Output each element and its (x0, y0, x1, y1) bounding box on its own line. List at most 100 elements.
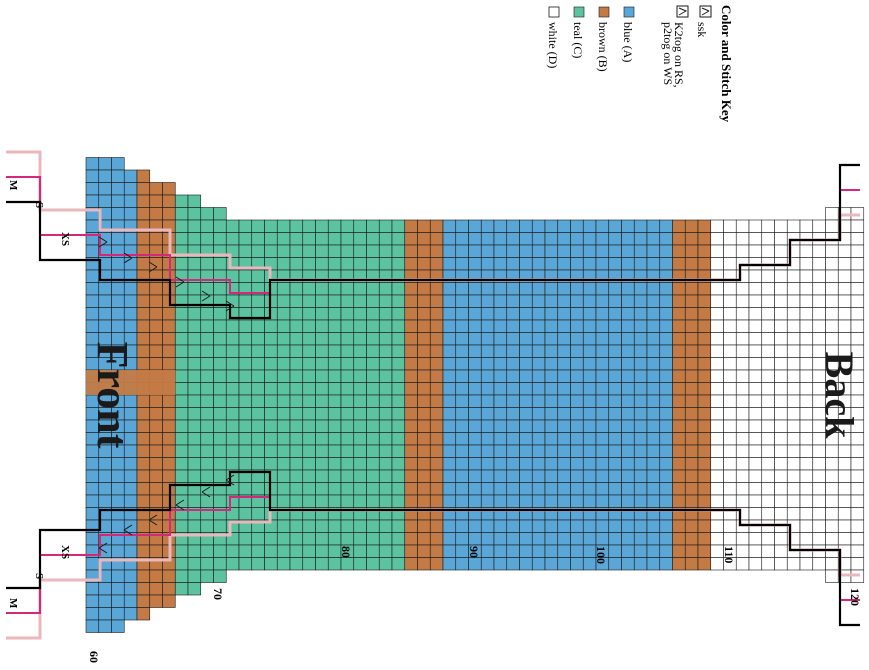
grid-cell (340, 407, 355, 421)
grid-cell (735, 532, 750, 546)
grid-cell (786, 382, 801, 396)
grid-cell (557, 244, 571, 258)
grid-cell (404, 294, 418, 308)
grid-cell (710, 557, 724, 571)
size-outlines (6, 150, 860, 640)
grid-cell (353, 382, 367, 396)
grid-cell (417, 382, 431, 396)
grid-cell (608, 544, 622, 558)
grid-cell (646, 432, 661, 446)
grid-cell (748, 282, 763, 296)
grid-cell (672, 332, 686, 346)
grid-cell (672, 544, 686, 558)
grid-cell (417, 219, 431, 233)
grid-cell (735, 344, 750, 358)
grid-cell (149, 469, 163, 483)
grid-cell (174, 544, 189, 558)
grid-cell (378, 544, 393, 558)
grid-cell (825, 494, 839, 508)
ssk-symbol-icon (699, 5, 712, 18)
grid-cell (735, 382, 750, 396)
grid-cell (582, 232, 597, 246)
grid-cell (608, 257, 622, 271)
grid-cell (723, 382, 737, 396)
grid-cell (417, 307, 431, 321)
grid-cell (672, 407, 686, 421)
grid-cell (761, 494, 775, 508)
grid-cell (289, 519, 304, 533)
grid-cell (289, 482, 304, 496)
grid-cell (761, 394, 775, 408)
grid-cell (429, 369, 444, 383)
grid-cell (468, 282, 482, 296)
grid-cell (251, 369, 265, 383)
grid-cell (684, 332, 699, 346)
grid-cell (837, 482, 852, 496)
grid-cell (557, 469, 571, 483)
grid-cell (200, 394, 214, 408)
grid-cell (238, 532, 253, 546)
grid-cell (697, 294, 712, 308)
grid-cell (480, 232, 495, 246)
grid-cell (85, 557, 100, 571)
grid-cell (340, 257, 355, 271)
grid-cell (506, 394, 520, 408)
grid-cell (672, 357, 686, 371)
grid-cell (646, 332, 661, 346)
grid-cell (621, 457, 635, 471)
grid-cell (608, 344, 622, 358)
ssk-mark-icon (98, 542, 108, 554)
chart-grid (85, 157, 865, 633)
grid-cell (531, 319, 546, 333)
grid-cell (327, 332, 342, 346)
grid-cell (480, 432, 495, 446)
grid-cell (799, 519, 814, 533)
grid-cell (786, 319, 801, 333)
grid-cell (315, 557, 329, 571)
grid-cell (621, 219, 635, 233)
grid-cell (774, 482, 788, 496)
grid-cell (353, 219, 367, 233)
grid-cell (812, 307, 826, 321)
grid-cell (468, 219, 482, 233)
grid-cell (684, 432, 699, 446)
grid-cell (633, 432, 648, 446)
grid-cell (621, 319, 635, 333)
grid-cell (774, 532, 788, 546)
grid-cell (544, 457, 559, 471)
grid-cell (213, 382, 227, 396)
grid-cell (225, 419, 240, 433)
grid-cell (289, 544, 304, 558)
grid-cell (225, 369, 240, 383)
grid-cell (506, 482, 520, 496)
grid-cell (200, 432, 214, 446)
grid-cell (850, 457, 865, 471)
grid-cell (837, 444, 852, 458)
grid-cell (748, 344, 763, 358)
grid-cell (213, 494, 227, 508)
grid-cell (251, 394, 265, 408)
grid-cell (480, 544, 495, 558)
grid-cell (519, 219, 533, 233)
grid-cell (544, 344, 559, 358)
grid-cell (531, 219, 546, 233)
grid-cell (85, 457, 100, 471)
grid-cell (710, 419, 724, 433)
grid-cell (315, 432, 329, 446)
grid-cell (748, 269, 763, 283)
grid-cell (774, 269, 788, 283)
grid-cell (136, 457, 151, 471)
grid-cell (761, 557, 775, 571)
grid-cell (557, 344, 571, 358)
grid-cell (774, 357, 788, 371)
grid-cell (697, 532, 712, 546)
grid-cell (672, 382, 686, 396)
grid-cell (837, 244, 852, 258)
grid-cell (557, 544, 571, 558)
grid-cell (684, 232, 699, 246)
grid-cell (200, 344, 214, 358)
grid-cell (442, 369, 457, 383)
grid-cell (633, 382, 648, 396)
grid-cell (225, 219, 240, 233)
grid-cell (417, 332, 431, 346)
